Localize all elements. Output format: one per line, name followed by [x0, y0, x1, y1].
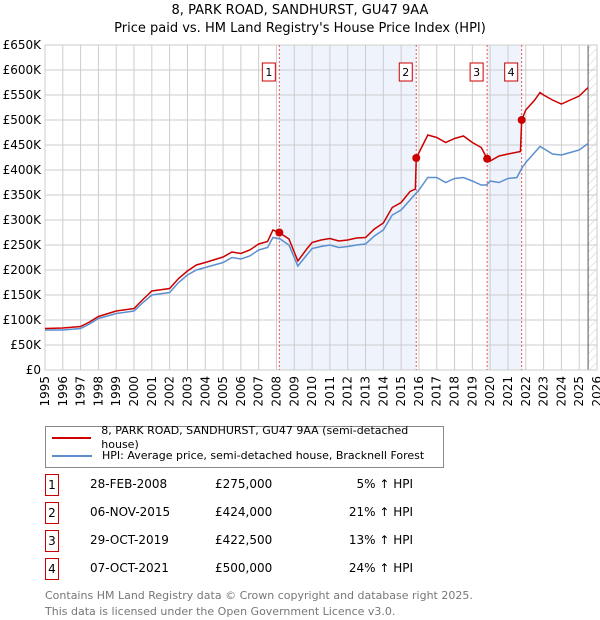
- x-tick-label: 2026: [590, 376, 600, 407]
- plot-border: [44, 44, 598, 371]
- sale-point: [483, 154, 492, 163]
- x-tick-label: 2001: [145, 376, 159, 407]
- x-tick-label: 2013: [359, 376, 373, 407]
- sale-marker-box: [398, 62, 413, 82]
- sale-date: 06-NOV-2015: [90, 505, 171, 519]
- x-tick-label: 2014: [376, 376, 390, 407]
- x-tick-label: 2007: [252, 376, 266, 407]
- x-tick-label: 2009: [287, 376, 301, 407]
- chart-title: 8, PARK ROAD, SANDHURST, GU47 9AA: [171, 3, 429, 18]
- y-tick-label: £650K: [3, 38, 43, 52]
- y-tick-label: £450K: [3, 138, 43, 152]
- y-tick-label: £400K: [3, 163, 43, 177]
- sale-hpi-change: 24% ↑ HPI: [348, 561, 413, 575]
- y-tick-label: £550K: [3, 88, 43, 102]
- sale-hpi-change: 21% ↑ HPI: [348, 505, 413, 519]
- legend-label-hpi: HPI: Average price, semi-detached house,…: [102, 449, 425, 462]
- sale-point: [412, 154, 421, 162]
- y-tick-label: £350K: [3, 188, 43, 202]
- y-tick-label: £200K: [3, 263, 43, 277]
- x-tick-label: 2006: [234, 376, 248, 407]
- y-tick-label: £300K: [3, 213, 43, 227]
- sale-number: 4: [45, 558, 59, 580]
- sale-price: £422,500: [215, 533, 273, 547]
- y-tick-label: £500K: [3, 113, 43, 127]
- sale-price: £424,000: [215, 505, 273, 519]
- sale-date: 29-OCT-2019: [90, 533, 169, 547]
- x-tick-label: 2023: [537, 376, 551, 407]
- x-tick-label: 2002: [163, 376, 177, 407]
- sale-marker-label: 2: [402, 66, 409, 79]
- x-tick-label: 1995: [38, 376, 52, 407]
- x-tick-label: 2016: [412, 376, 426, 407]
- sale-row: 2 06-NOV-2015 £424,000 21% ↑ HPI: [45, 502, 445, 524]
- y-tick-label: £0: [26, 363, 41, 377]
- x-tick-label: 2010: [305, 376, 319, 407]
- shaded-period-1: [487, 45, 522, 370]
- x-tick-label: 2008: [269, 376, 283, 407]
- sale-marker-box: [469, 62, 484, 82]
- sale-point: [517, 116, 526, 124]
- sale-marker-box: [261, 62, 276, 82]
- x-tick-label: 1996: [56, 376, 70, 407]
- x-tick-label: 2019: [465, 376, 479, 407]
- sale-price: £275,000: [215, 477, 273, 491]
- sale-hpi-change: 5% ↑ HPI: [356, 477, 413, 491]
- x-tick-label: 2022: [519, 376, 533, 407]
- sale-price: £500,000: [215, 561, 273, 575]
- sale-marker-label: 4: [508, 66, 515, 79]
- y-tick-label: £150K: [3, 288, 43, 302]
- y-tick-label: £100K: [3, 313, 43, 327]
- forecast-hatch: [588, 45, 597, 370]
- x-tick-label: 2004: [198, 376, 212, 407]
- x-tick-label: 2025: [572, 376, 586, 407]
- hpi-line: [45, 142, 589, 331]
- legend-swatch-hpi: [52, 455, 92, 457]
- footer-copyright: Contains HM Land Registry data © Crown c…: [45, 589, 473, 602]
- legend-label-property: 8, PARK ROAD, SANDHURST, GU47 9AA (semi-…: [101, 424, 409, 451]
- x-tick-label: 2024: [554, 376, 568, 407]
- x-tick-label: 1999: [109, 376, 123, 407]
- sale-marker-label: 3: [473, 66, 480, 79]
- x-tick-label: 2003: [180, 376, 194, 407]
- x-tick-label: 2020: [483, 376, 497, 407]
- sale-date: 28-FEB-2008: [90, 477, 168, 491]
- sale-marker-label: 1: [265, 66, 272, 79]
- sale-date: 07-OCT-2021: [90, 561, 169, 575]
- x-tick-label: 1998: [91, 376, 105, 407]
- legend: 8, PARK ROAD, SANDHURST, GU47 9AA (semi-…: [45, 424, 444, 468]
- sale-hpi-change: 13% ↑ HPI: [348, 533, 413, 547]
- legend-swatch-property: [52, 437, 92, 439]
- x-tick-label: 2012: [341, 376, 355, 407]
- x-tick-label: 2017: [430, 376, 444, 407]
- x-tick-label: 2000: [127, 376, 141, 407]
- plot-area: 1995 1996 1997 1998 1999 2000 2001 2002 2003 2004…: [3, 38, 600, 407]
- sale-number: 3: [45, 530, 59, 552]
- sale-row: 1 28-FEB-2008 £275,000 5% ↑ HPI: [45, 474, 445, 496]
- x-tick-label: 2005: [216, 376, 230, 407]
- x-tick-label: 2021: [501, 376, 515, 407]
- chart-subtitle: Price paid vs. HM Land Registry's House …: [114, 21, 486, 36]
- sale-number: 1: [45, 474, 59, 496]
- y-tick-label: £600K: [3, 63, 43, 77]
- x-tick-label: 2015: [394, 376, 408, 407]
- y-tick-label: £250K: [3, 238, 43, 252]
- sale-row: 3 29-OCT-2019 £422,500 13% ↑ HPI: [45, 530, 445, 552]
- sale-marker-box: [504, 62, 519, 82]
- footer-licence: This data is licensed under the Open Gov…: [45, 605, 396, 618]
- x-tick-label: 2018: [448, 376, 462, 407]
- property-price-line: [44, 86, 589, 330]
- x-tick-label: 2011: [323, 376, 337, 407]
- x-tick-label: 1997: [74, 376, 88, 407]
- sale-point: [275, 228, 284, 237]
- sale-number: 2: [45, 502, 59, 524]
- y-tick-label: £50K: [10, 338, 42, 352]
- sale-row: 4 07-OCT-2021 £500,000 24% ↑ HPI: [45, 558, 445, 580]
